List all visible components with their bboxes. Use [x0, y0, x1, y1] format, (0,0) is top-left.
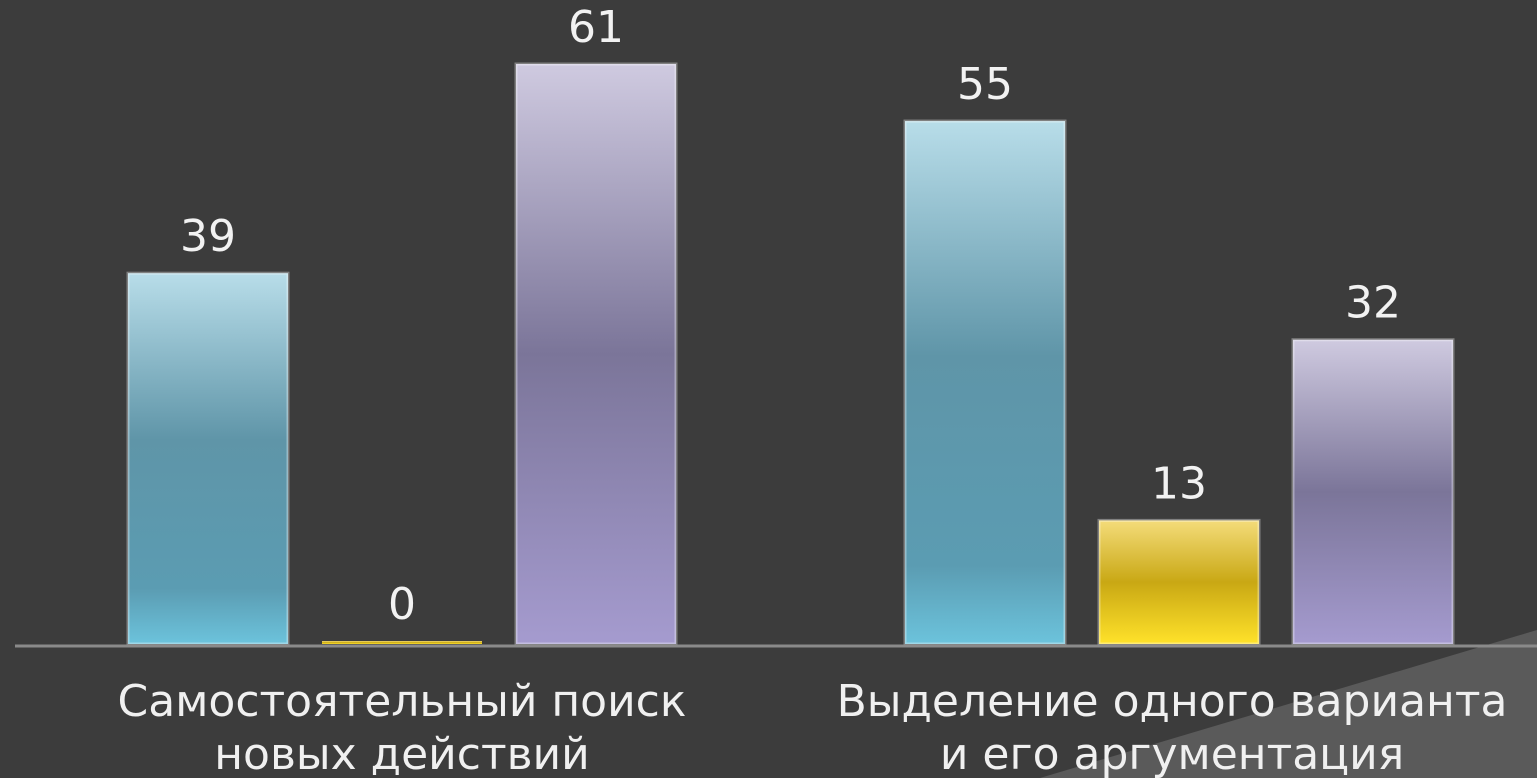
- bar-s0-c1: [905, 121, 1065, 644]
- bar-s2-c1: [1293, 339, 1453, 644]
- category-label-1-line-0: Выделение одного варианта: [837, 676, 1508, 727]
- corner-decoration: [1040, 630, 1537, 778]
- data-label-s2-c0: 61: [568, 2, 624, 53]
- data-label-s0-c0: 39: [180, 211, 236, 262]
- data-label-s1-c0: 0: [388, 579, 416, 630]
- category-label-1-line-1: и его аргументация: [940, 729, 1404, 778]
- bar-s2-c0: [516, 64, 676, 644]
- bar-outline-s0-c1: [903, 119, 1067, 646]
- data-label-s0-c1: 55: [957, 59, 1013, 110]
- bars-layer: [126, 62, 1455, 646]
- bar-outline-s2-c1: [1291, 338, 1455, 646]
- category-label-0-line-0: Самостоятельный поиск: [118, 676, 687, 727]
- bar-outline-s0-c0: [126, 271, 290, 646]
- category-label-0-line-1: новых действий: [214, 729, 589, 778]
- data-label-s2-c1: 32: [1345, 278, 1401, 329]
- data-label-s1-c1: 13: [1151, 458, 1207, 509]
- bar-s0-c0: [128, 273, 288, 644]
- bar-s1-c0: [322, 641, 482, 644]
- bar-outline-s1-c1: [1097, 518, 1261, 646]
- bar-outline-s2-c0: [514, 62, 678, 646]
- bar-s1-c1: [1099, 520, 1259, 644]
